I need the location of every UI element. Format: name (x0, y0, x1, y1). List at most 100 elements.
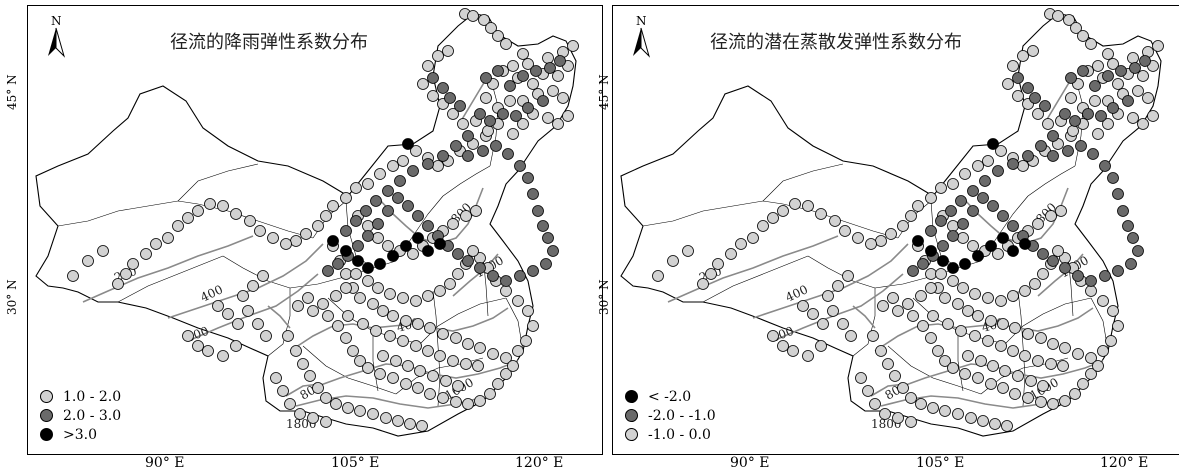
station-dot-light (277, 385, 289, 397)
station-dot-mid (977, 192, 989, 204)
station-dot-mid (1075, 140, 1087, 152)
station-dot-light (222, 308, 234, 320)
station-dot-light (1007, 290, 1019, 302)
station-dot-light (747, 232, 759, 244)
station-dot-light (1059, 342, 1071, 354)
legend-item: 2.0 - 3.0 (40, 406, 121, 425)
station-dot-light (204, 198, 216, 210)
station-dot-light (457, 118, 469, 130)
station-dot-mid (477, 145, 489, 157)
station-dot-light (410, 295, 422, 307)
station-dot-light (935, 182, 947, 194)
station-dot-mid (554, 55, 566, 67)
station-dot-light (397, 292, 409, 304)
station-dot-light (504, 95, 516, 107)
station-dot-light (767, 330, 779, 342)
station-dot-light (815, 340, 827, 352)
station-dot-light (802, 350, 814, 362)
station-dot-mid (382, 205, 394, 217)
station-dot-light (254, 225, 266, 237)
station-dot-light (450, 396, 462, 408)
station-dot-light (839, 225, 851, 237)
precip-isoline (82, 235, 254, 303)
province-border (432, 290, 441, 407)
station-dot-light (290, 235, 302, 247)
station-dot-light (999, 365, 1011, 377)
station-dot-light (955, 325, 967, 337)
station-dot-light (332, 320, 344, 332)
station-dot-light (1029, 278, 1041, 290)
station-dot-light (460, 210, 472, 222)
station-dot-light (997, 382, 1009, 394)
station-dot-mid (382, 185, 394, 197)
legend-swatch (40, 390, 53, 403)
station-dot-light (712, 258, 724, 270)
station-dot-light (542, 52, 554, 64)
station-dot-dark (925, 245, 937, 257)
station-dot-light (507, 128, 519, 140)
station-dot-light (467, 10, 479, 22)
province-border (177, 163, 259, 202)
station-dot-light (1077, 378, 1089, 390)
station-dot-light (1085, 285, 1097, 297)
station-dot-light (487, 348, 499, 360)
station-dot-mid (422, 158, 434, 170)
lon-tick-105: 105° E (916, 455, 965, 471)
north-arrow-icon (48, 27, 66, 58)
station-dot-light (1035, 332, 1047, 344)
station-dot-dark (340, 245, 352, 257)
station-dot-light (932, 345, 944, 357)
precip-isoline (187, 273, 319, 342)
map-title: 径流的潜在蒸散发弹性系数分布 (710, 32, 962, 53)
station-dot-light (282, 330, 294, 342)
province-border (807, 255, 876, 289)
station-dot-mid (955, 195, 967, 207)
station-dot-light (1019, 350, 1031, 362)
province-border (222, 255, 291, 289)
station-dot-mid (510, 110, 522, 122)
precip-isoline (452, 253, 499, 297)
station-dot-light (416, 420, 428, 432)
station-dot-light (682, 245, 694, 257)
station-dot-light (982, 335, 994, 347)
station-dot-light (1059, 395, 1071, 407)
station-dot-dark (987, 138, 999, 150)
station-dot-light (1007, 345, 1019, 357)
station-dot-light (1035, 396, 1047, 408)
station-dot-light (912, 200, 924, 212)
station-dot-mid (480, 72, 492, 84)
station-dot-light (297, 358, 309, 370)
station-dot-light (822, 290, 834, 302)
station-dot-light (387, 160, 399, 172)
station-dot-light (992, 248, 1004, 260)
station-dot-light (342, 402, 354, 414)
station-dot-light (725, 248, 737, 260)
lon-tick-90: 90° E (730, 455, 770, 471)
station-dot-light (320, 392, 332, 404)
legend-label: -2.0 - -1.0 (648, 407, 716, 424)
station-dot-light (995, 340, 1007, 352)
station-dot-dark (959, 258, 971, 270)
station-dot-mid (1065, 72, 1077, 84)
station-dot-mid (987, 200, 999, 212)
station-dot-light (472, 360, 484, 372)
station-dot-mid (437, 82, 449, 94)
precip-isoline (1037, 253, 1084, 297)
station-dot-light (889, 370, 901, 382)
station-dot-dark (412, 232, 424, 244)
station-dot-light (452, 380, 464, 392)
station-dot-light (427, 90, 439, 102)
station-dot-light (192, 205, 204, 217)
station-dot-light (997, 318, 1009, 330)
station-dot-dark (1019, 238, 1031, 250)
station-dot-light (557, 92, 569, 104)
station-dot-light (482, 125, 494, 137)
station-dot-mid (1035, 140, 1047, 152)
station-dot-mid (402, 200, 414, 212)
station-dot-dark (400, 240, 412, 252)
station-dot-light (1065, 92, 1077, 104)
station-dot-light (567, 40, 579, 52)
station-dot-light (370, 325, 382, 337)
station-dot-light (512, 345, 524, 357)
station-dot-light (1127, 52, 1139, 64)
